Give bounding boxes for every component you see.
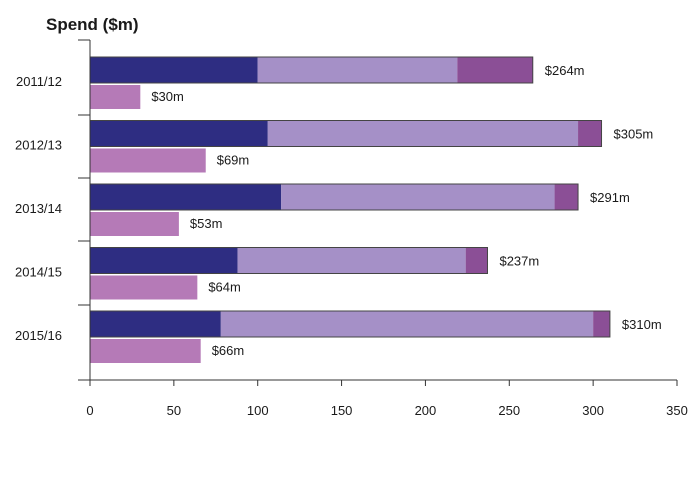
stacked-bar-segment-3 [457,57,533,83]
chart-title: Spend ($m) [46,15,139,34]
x-tick-label: 100 [247,403,269,418]
second-bar [90,212,179,236]
second-bar [90,148,206,173]
bars-group: $264m $30m $305m $69m $291m $53m $237m $64m $310… [89,56,662,363]
second-bar-label: $64m [208,280,241,295]
stacked-bar-segment-1 [90,247,238,274]
stacked-bar-segment-2 [237,247,466,274]
second-bar [90,275,198,300]
category-label: 2011/12 [16,74,62,89]
stacked-total-label: $264m [545,63,585,78]
category-label: 2015/16 [15,328,62,343]
stacked-bar-segment-3 [554,184,579,210]
second-bar-label: $53m [190,216,223,231]
stacked-bar-segment-1 [90,120,268,147]
stacked-bar-segment-2 [267,120,579,147]
stacked-bar-segment-2 [281,184,555,210]
stacked-bar-segment-3 [578,120,602,147]
stacked-bar-segment-2 [220,311,594,337]
second-bar [90,85,141,109]
x-tick-label: 350 [666,403,688,418]
axes-group: 0 50 100 150 200 250 300 350 2011/12 2012/13 2013/… [15,39,688,418]
x-tick-label: 300 [582,403,604,418]
category-label: 2012/13 [15,138,62,153]
x-tick-label: 250 [498,403,520,418]
stacked-bar-segment-1 [90,184,282,210]
category-label: 2014/15 [15,265,62,280]
second-bar-label: $69m [217,153,250,168]
stacked-total-label: $291m [590,190,630,205]
stacked-total-label: $237m [499,254,539,269]
second-bar-label: $30m [151,89,184,104]
stacked-bar-segment-3 [593,311,610,337]
x-tick-label: 0 [86,403,93,418]
stacked-total-label: $310m [622,317,662,332]
x-tick-label: 200 [415,403,437,418]
stacked-bar-segment-3 [465,247,488,274]
second-bar [90,339,201,363]
stacked-bar-segment-2 [257,57,458,83]
category-label: 2013/14 [15,201,62,216]
stacked-total-label: $305m [614,127,654,142]
second-bar-label: $66m [212,343,245,358]
stacked-bar-segment-1 [90,311,221,337]
x-tick-label: 50 [167,403,181,418]
stacked-bar-segment-1 [90,57,258,83]
x-tick-label: 150 [331,403,353,418]
